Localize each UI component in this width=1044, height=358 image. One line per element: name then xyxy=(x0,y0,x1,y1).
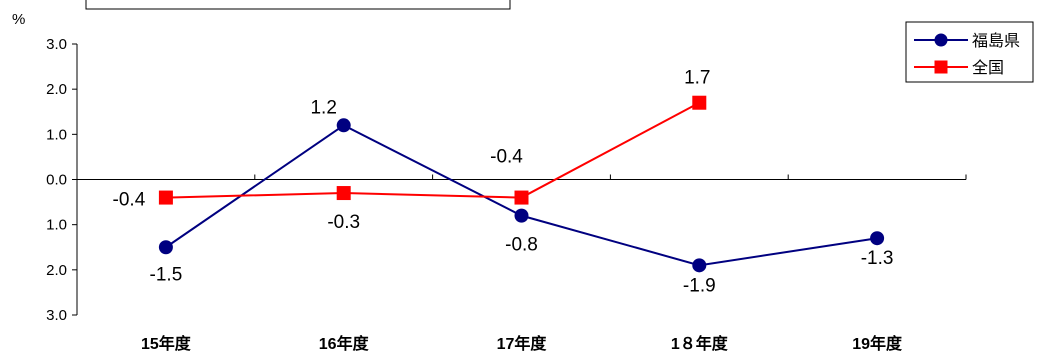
data-point xyxy=(870,231,885,246)
data-point xyxy=(692,258,707,273)
y-tick-label: 1.0 xyxy=(46,126,67,143)
legend: 福島県 全国 xyxy=(905,21,1034,83)
title-box xyxy=(85,0,511,10)
data-point xyxy=(158,240,173,255)
data-label: 1.7 xyxy=(684,68,710,89)
x-tick-label: 19年度 xyxy=(852,334,903,353)
legend-label-1: 全国 xyxy=(972,59,1004,77)
data-point xyxy=(692,95,707,110)
x-tick-label: 17年度 xyxy=(497,334,548,353)
series-markers xyxy=(158,95,885,273)
y-tick-label: 3.0 xyxy=(46,307,67,324)
x-tick-label: 16年度 xyxy=(319,334,370,353)
data-labels: -1.5 1.2 -0.8 -1.9 -1.3 -0.4 -0.3 -0.4 1.7 xyxy=(113,68,894,297)
data-label: -0.8 xyxy=(505,235,538,256)
data-label: -1.5 xyxy=(150,264,183,285)
y-tick-label: 1.0 xyxy=(46,217,67,234)
data-point xyxy=(336,118,351,133)
data-label: -1.9 xyxy=(683,275,716,296)
data-label: 1.2 xyxy=(310,97,336,118)
y-tick-label: 2.0 xyxy=(46,262,67,279)
data-label: -0.4 xyxy=(490,147,523,168)
x-tick-label: 1８年度 xyxy=(671,334,729,353)
y-tick-label: 2.0 xyxy=(46,81,67,98)
data-point xyxy=(514,190,529,205)
y-tick-label: 0.0 xyxy=(46,172,67,189)
data-label: -1.3 xyxy=(861,248,894,269)
legend-marker-1 xyxy=(934,60,948,74)
x-tick-label: 15年度 xyxy=(141,334,192,353)
data-label: -0.4 xyxy=(113,190,146,211)
legend-frame xyxy=(905,21,1034,83)
series-line-1 xyxy=(165,101,700,199)
data-point xyxy=(514,208,529,223)
data-point xyxy=(158,190,173,205)
y-axis: 3.0 2.0 1.0 0.0 1.0 2.0 3.0 xyxy=(46,36,78,324)
data-label: -0.3 xyxy=(327,212,360,233)
legend-marker-0 xyxy=(934,33,948,47)
y-tick-label: 3.0 xyxy=(46,36,67,53)
x-axis: 15年度 16年度 17年度 1８年度 19年度 xyxy=(77,174,967,353)
data-point xyxy=(336,186,351,201)
legend-label-0: 福島県 xyxy=(972,32,1020,50)
y-axis-unit: % xyxy=(12,11,25,28)
